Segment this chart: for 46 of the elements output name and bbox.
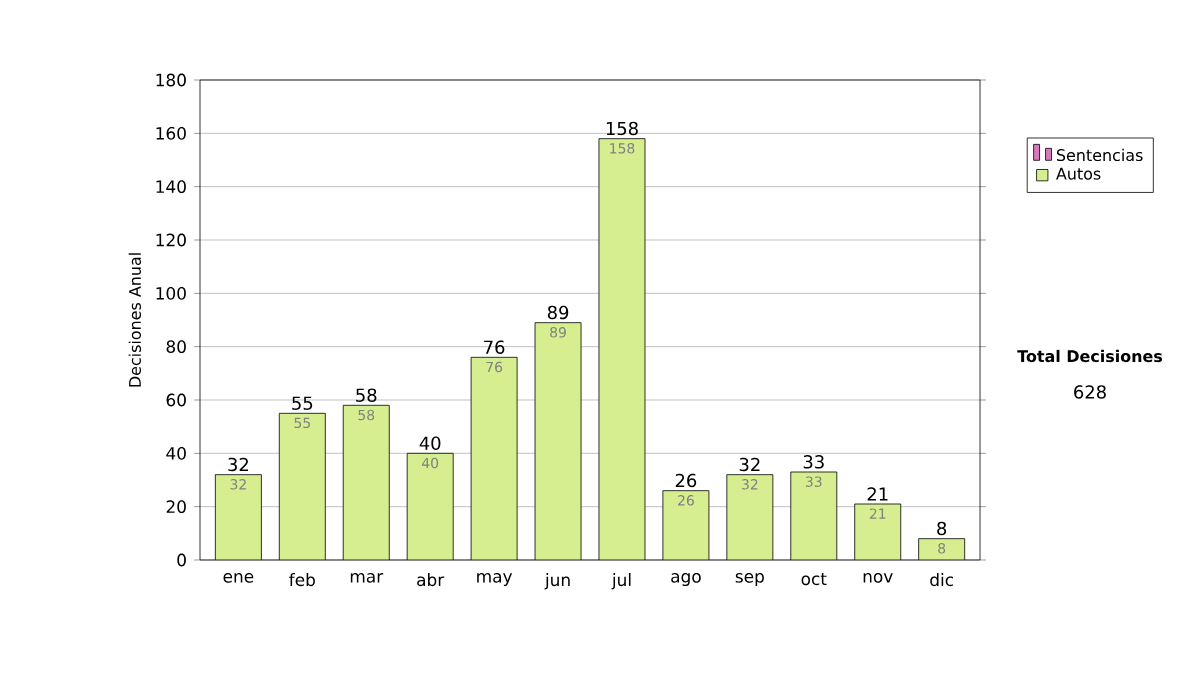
y-tick-label: 0 (177, 553, 186, 567)
x-tick-label: abr (417, 573, 445, 587)
total-label: 158 (606, 121, 638, 136)
y-tick-label: 60 (166, 393, 186, 407)
y-tick-label: 80 (166, 340, 186, 354)
x-tick-label: nov (863, 573, 893, 583)
bar (535, 322, 582, 560)
y-tick-label: 100 (156, 286, 186, 300)
y-tick-label: 180 (156, 73, 186, 87)
x-tick-label: feb (289, 573, 315, 587)
y-tick-label: 20 (166, 500, 186, 514)
y-tick-label: 40 (166, 446, 186, 460)
bar (726, 474, 773, 560)
total-label: 89 (547, 305, 569, 320)
total-label: 76 (484, 340, 505, 354)
total-label: 33 (803, 455, 824, 469)
x-tick-label: may (477, 573, 513, 587)
bar (407, 453, 454, 560)
total-label: 8 (937, 521, 947, 536)
bar (471, 357, 518, 560)
y-tick-label: 160 (156, 126, 186, 140)
y-tick-label: 140 (156, 180, 186, 194)
text: 628 (1074, 385, 1106, 399)
x-tick-label: oct (801, 573, 827, 586)
x-tick-label: mar (350, 573, 384, 583)
total-label: 32 (739, 457, 760, 472)
x-tick-label: jul (611, 573, 631, 590)
x-tick-label: dic (930, 573, 953, 587)
bar (279, 413, 326, 560)
x-tick-label: ene (223, 573, 254, 583)
total-label: 40 (419, 436, 441, 450)
total-label: 21 (867, 487, 888, 501)
bar (790, 472, 837, 560)
x-tick-label: sep (735, 573, 764, 587)
x-tick-label: jun (544, 573, 570, 590)
bar (343, 405, 390, 560)
bar (662, 490, 709, 560)
y-tick-label: 120 (156, 233, 186, 247)
bar (598, 138, 645, 560)
total-label: 55 (292, 396, 313, 410)
total-label: 58 (356, 388, 377, 402)
total-label: 32 (228, 457, 248, 472)
bar (215, 474, 262, 560)
bar (854, 504, 901, 560)
total-label: 26 (675, 473, 697, 488)
x-tick-label: ago (671, 573, 701, 587)
